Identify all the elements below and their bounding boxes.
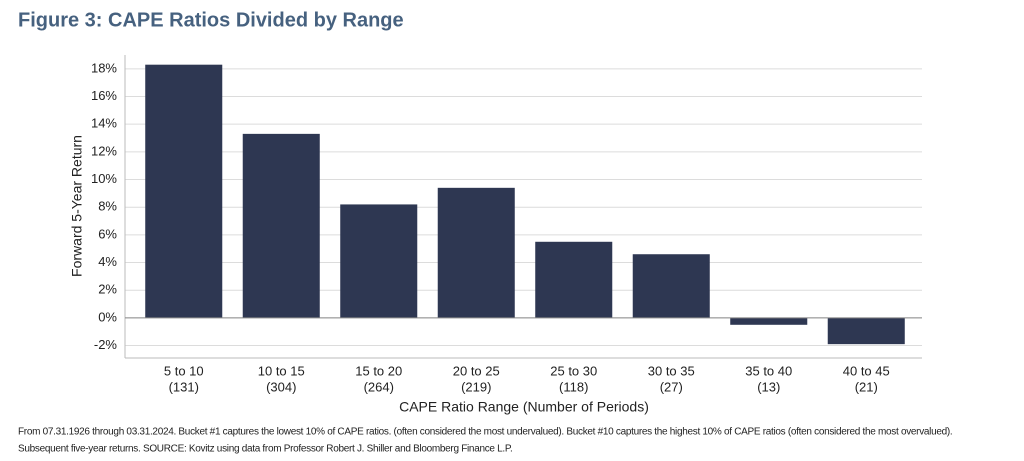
y-tick-label: -2% [94, 337, 118, 352]
x-tick-count: (27) [660, 379, 683, 394]
x-tick-count: (21) [855, 379, 878, 394]
x-tick-count: (264) [364, 379, 394, 394]
footnote: Subsequent five-year returns. SOURCE: Ko… [18, 444, 512, 455]
y-axis-title: Forward 5-Year Return [69, 135, 85, 277]
x-tick-count: (118) [559, 379, 588, 394]
bar [730, 317, 808, 325]
y-tick-label: 2% [98, 282, 117, 297]
x-tick-count: (304) [266, 379, 296, 394]
y-tick-label: 0% [98, 309, 117, 324]
x-tick-label: 40 to 45 [843, 363, 890, 378]
y-tick-label: 10% [91, 171, 117, 186]
y-tick-label: 18% [91, 60, 117, 75]
bar [145, 64, 223, 318]
x-tick-label: 5 to 10 [164, 363, 204, 378]
x-tick-label: 30 to 35 [648, 363, 695, 378]
y-tick-label: 14% [91, 116, 117, 131]
bar [242, 133, 320, 318]
x-tick-label: 35 to 40 [745, 363, 792, 378]
bar [437, 187, 515, 318]
footnote: From 07.31.1926 through 03.31.2024. Buck… [18, 427, 952, 438]
y-tick-label: 6% [98, 226, 117, 241]
x-tick-label: 10 to 15 [258, 363, 305, 378]
y-tick-label: 16% [91, 88, 117, 103]
x-axis-title: CAPE Ratio Range (Number of Periods) [399, 399, 649, 415]
y-tick-label: 12% [91, 143, 117, 158]
bar [535, 241, 613, 318]
x-tick-label: 20 to 25 [453, 363, 500, 378]
x-tick-count: (131) [169, 379, 199, 394]
x-tick-label: 25 to 30 [550, 363, 597, 378]
chart-title: Figure 3: CAPE Ratios Divided by Range [18, 9, 404, 31]
x-tick-count: (13) [757, 379, 780, 394]
x-tick-count: (219) [461, 379, 491, 394]
bar [827, 317, 905, 345]
bar [632, 254, 710, 318]
bar [340, 204, 418, 318]
y-tick-label: 4% [98, 254, 117, 269]
y-tick-label: 8% [98, 199, 117, 214]
x-tick-label: 15 to 20 [355, 363, 402, 378]
